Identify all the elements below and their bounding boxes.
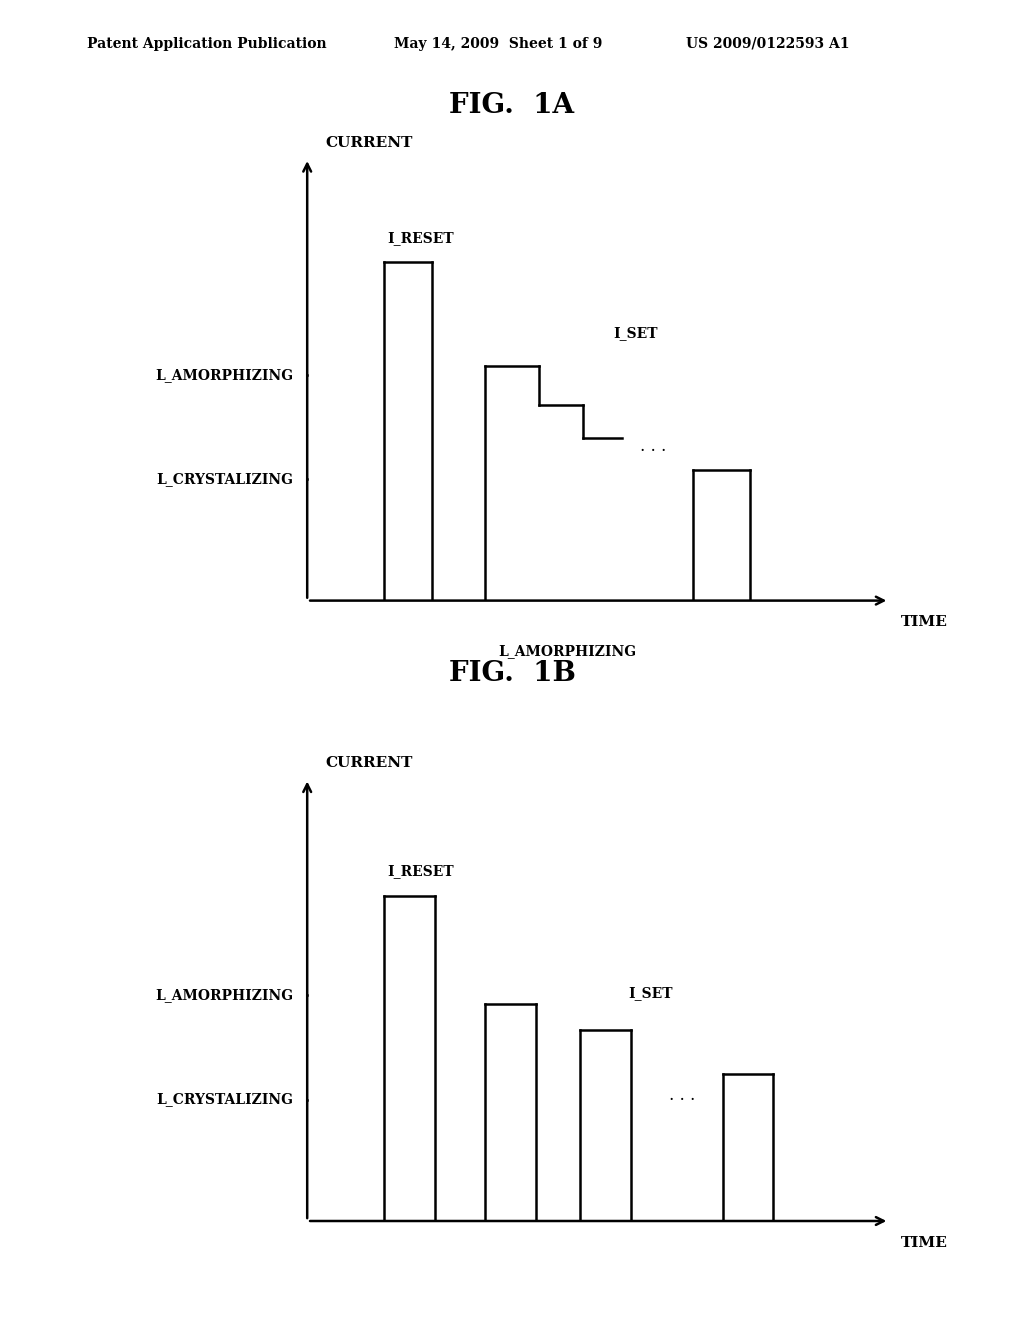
Text: L_CRYSTALIZING: L_CRYSTALIZING bbox=[157, 1093, 294, 1106]
Text: . . .: . . . bbox=[670, 1086, 695, 1104]
Text: CURRENT: CURRENT bbox=[325, 136, 413, 149]
Text: US 2009/0122593 A1: US 2009/0122593 A1 bbox=[686, 37, 850, 51]
Text: FIG.  1A: FIG. 1A bbox=[450, 92, 574, 119]
Text: I_SET: I_SET bbox=[628, 986, 673, 999]
Text: I_RESET: I_RESET bbox=[387, 865, 454, 878]
Text: I_SET: I_SET bbox=[613, 326, 657, 341]
Text: L_AMORPHIZING: L_AMORPHIZING bbox=[156, 368, 294, 381]
Text: . . .: . . . bbox=[640, 438, 666, 455]
Text: L_AMORPHIZING: L_AMORPHIZING bbox=[498, 644, 636, 657]
Text: TIME: TIME bbox=[901, 1236, 948, 1250]
Text: TIME: TIME bbox=[901, 615, 948, 630]
Text: Patent Application Publication: Patent Application Publication bbox=[87, 37, 327, 51]
Text: L_CRYSTALIZING: L_CRYSTALIZING bbox=[157, 473, 294, 486]
Text: CURRENT: CURRENT bbox=[325, 756, 413, 770]
Text: May 14, 2009  Sheet 1 of 9: May 14, 2009 Sheet 1 of 9 bbox=[394, 37, 602, 51]
Text: L_AMORPHIZING: L_AMORPHIZING bbox=[156, 989, 294, 1002]
Text: FIG.  1B: FIG. 1B bbox=[449, 660, 575, 686]
Text: I_RESET: I_RESET bbox=[387, 231, 454, 246]
